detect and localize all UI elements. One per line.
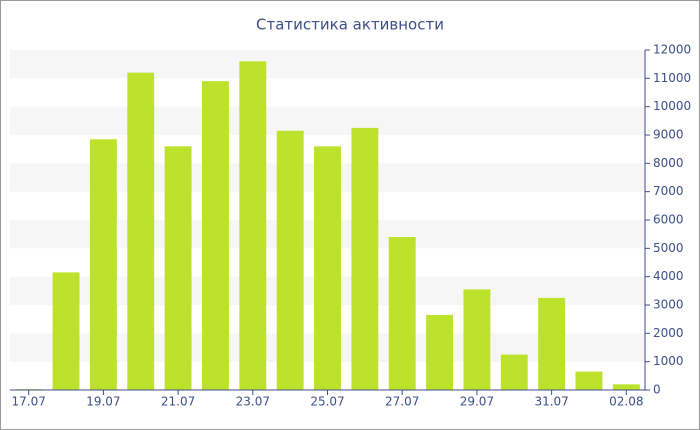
x-tick-label: 27.07 <box>385 395 419 409</box>
y-tick-label: 3000 <box>653 298 684 312</box>
grid-stripe <box>10 50 645 79</box>
bar <box>500 354 528 390</box>
x-tick-label: 25.07 <box>310 395 344 409</box>
y-tick-label: 9000 <box>653 128 684 142</box>
bar <box>351 127 379 391</box>
bar <box>388 237 416 390</box>
x-tick-label: 31.07 <box>534 395 568 409</box>
bar <box>127 72 155 391</box>
bar <box>426 314 454 390</box>
bar <box>164 146 192 390</box>
chart-title: Статистика активности <box>256 16 444 34</box>
bar <box>463 289 491 390</box>
bar <box>201 81 229 391</box>
x-tick-label: 29.07 <box>460 395 494 409</box>
y-tick-label: 11000 <box>653 71 691 85</box>
y-tick-label: 8000 <box>653 156 684 170</box>
grid-stripe <box>10 106 645 135</box>
bar <box>276 130 304 390</box>
y-tick-label: 12000 <box>653 43 691 57</box>
x-tick-label: 21.07 <box>161 395 195 409</box>
y-tick-label: 10000 <box>653 99 691 113</box>
y-tick-label: 1000 <box>653 354 684 368</box>
y-tick-label: 2000 <box>653 326 684 340</box>
y-tick-label: 4000 <box>653 269 684 283</box>
bar <box>314 146 341 390</box>
y-tick-label: 6000 <box>653 213 684 227</box>
bar <box>239 61 267 390</box>
x-tick-label: 17.07 <box>11 395 45 409</box>
bar <box>89 139 117 390</box>
y-tick-label: 0 <box>653 383 661 397</box>
x-tick-label: 23.07 <box>236 395 270 409</box>
bar <box>612 384 640 390</box>
bar <box>575 371 603 390</box>
bar <box>52 272 80 390</box>
y-tick-label: 5000 <box>653 241 684 255</box>
x-tick-label: 19.07 <box>86 395 120 409</box>
y-tick-label: 7000 <box>653 184 684 198</box>
bar <box>538 297 566 390</box>
x-tick-label: 02.08 <box>609 395 643 409</box>
